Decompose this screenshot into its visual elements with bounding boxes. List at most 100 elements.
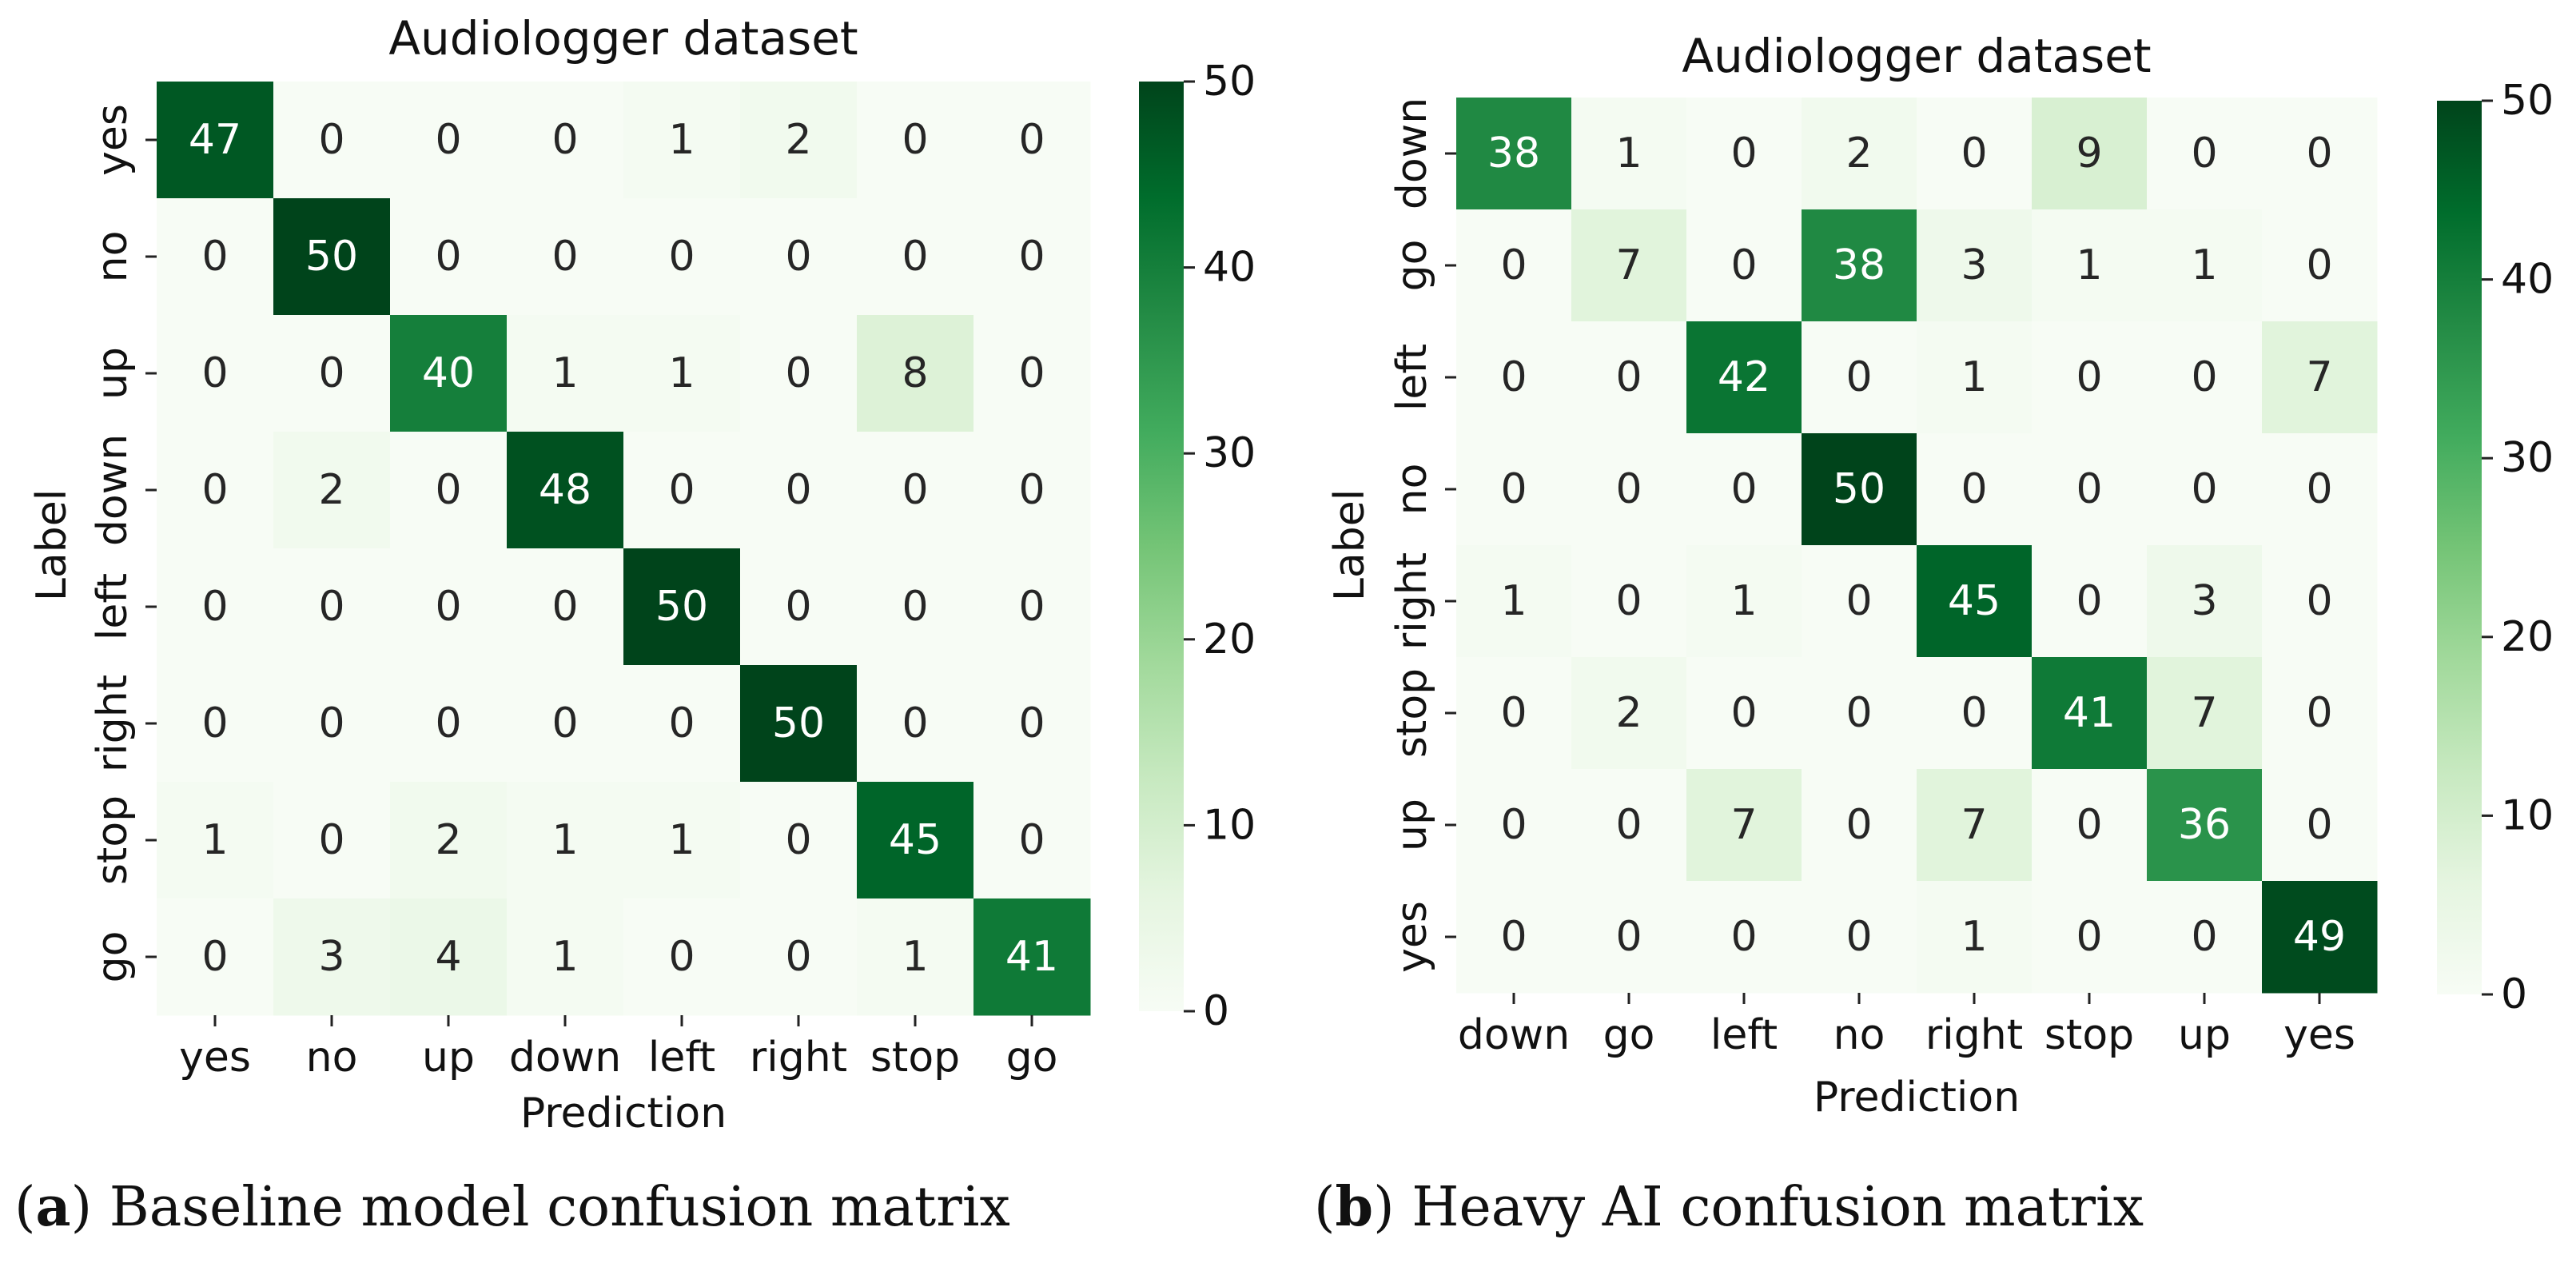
x-tick-label: yes xyxy=(179,1034,251,1082)
cell-value-label: 50 xyxy=(772,699,825,747)
cell-value-label: 2 xyxy=(435,816,461,864)
cell-value-label: 0 xyxy=(668,699,695,747)
heatmap-cell xyxy=(623,82,741,199)
heatmap-cell xyxy=(2032,545,2148,658)
cell-value-label: 0 xyxy=(902,699,928,747)
heatmap-cell xyxy=(507,82,624,199)
y-tick-labels: down go left no right stop up yes xyxy=(1388,98,1456,973)
cell-value-label: 7 xyxy=(2306,353,2332,401)
cell-value-label: 45 xyxy=(1948,577,2001,625)
heatmap-cell xyxy=(740,898,858,1016)
heatmap-cell xyxy=(273,432,391,549)
heatmap-cell xyxy=(1917,98,2033,210)
cell-value-label: 0 xyxy=(1018,699,1045,747)
cell-value-label: 0 xyxy=(1615,801,1642,849)
cell-value-label: 0 xyxy=(2076,913,2102,961)
heatmap-cell xyxy=(973,782,1091,899)
heatmap-cell xyxy=(1802,433,1917,546)
heatmap-cell xyxy=(273,548,391,666)
heatmap-cell xyxy=(1456,321,1572,434)
x-axis-label: Prediction xyxy=(520,1090,727,1138)
heatmap-cell xyxy=(1686,98,1802,210)
cell-value-label: 0 xyxy=(2191,129,2217,177)
y-axis-label: Label xyxy=(1326,489,1374,601)
x-tick-labels: yes no up down left right stop go xyxy=(179,1015,1057,1082)
x-tick-labels: down go left no right stop up yes xyxy=(1458,993,2355,1059)
cell-value-label: 1 xyxy=(551,816,578,864)
heatmap-cell xyxy=(2262,769,2378,882)
heatmap-cells: 47 0 0 0 1 2 0 00 50 0 0 0 0 0 00 0 40 1 1 0 8 00 2 0 48 0 0 0 00 0 0 0… xyxy=(157,82,1091,1016)
heatmap-cell xyxy=(1917,433,2033,546)
heatmap-cell xyxy=(740,665,858,783)
caption-b: (b) Heavy AI confusion matrix xyxy=(1314,1175,2144,1239)
colorbar xyxy=(1139,82,1184,1011)
heatmap-cell xyxy=(1917,657,2033,770)
cell-value-label: 1 xyxy=(1500,577,1527,625)
cell-value-label: 7 xyxy=(1615,241,1642,289)
cell-value-label: 1 xyxy=(551,349,578,397)
heatmap-cell xyxy=(857,198,974,316)
cell-value-label: 0 xyxy=(2306,577,2332,625)
cell-value-label: 1 xyxy=(201,816,228,864)
x-tick-label: down xyxy=(509,1034,621,1082)
heatmap-cells: 38 1 0 2 0 9 0 0 0 7 0 38 3 1 1 0 0 0 42 0 1 0 0 7 0 0 0 50 0 0 0 0 1 0 1 0… xyxy=(1456,98,2378,994)
confusion-matrix-a: Audiologger dataset 47 0 0 0 1 2 0 00 50 0 0 0 0 0 00 0… xyxy=(28,11,1256,1138)
cell-value-label: 7 xyxy=(1730,801,1757,849)
heatmap-cell xyxy=(2032,433,2148,546)
x-tick-label: no xyxy=(1833,1011,1885,1059)
cell-value-label: 1 xyxy=(2076,241,2102,289)
cell-value-label: 49 xyxy=(2293,913,2346,961)
heatmap-cell xyxy=(740,198,858,316)
y-tick-label: stop xyxy=(89,795,137,885)
cell-value-label: 0 xyxy=(668,933,695,981)
x-axis-label: Prediction xyxy=(1814,1074,2020,1122)
heatmap-cell xyxy=(390,82,508,199)
x-tick-label: up xyxy=(2178,1011,2231,1059)
y-tick-label: right xyxy=(89,675,137,772)
cell-value-label: 0 xyxy=(1961,689,1987,737)
cell-value-label: 0 xyxy=(2306,801,2332,849)
cell-value-label: 0 xyxy=(902,583,928,631)
heatmap-cell xyxy=(2147,433,2263,546)
y-tick-labels: yes no up down left right stop go xyxy=(89,104,157,982)
heatmap-cell xyxy=(390,315,508,432)
heatmap-cell xyxy=(390,898,508,1016)
cell-value-label: 0 xyxy=(668,466,695,514)
heatmap-cell xyxy=(1686,769,1802,882)
cell-value-label: 0 xyxy=(201,349,228,397)
heatmap-cell xyxy=(1917,769,2033,882)
cell-value-label: 47 xyxy=(189,116,241,164)
heatmap-cell xyxy=(1571,881,1687,994)
heatmap-cell xyxy=(1802,545,1917,658)
cell-value-label: 3 xyxy=(1961,241,1987,289)
heatmap-cell xyxy=(857,432,974,549)
heatmap-cell xyxy=(390,665,508,783)
heatmap-cell xyxy=(1571,209,1687,322)
colorbar-tick-label: 50 xyxy=(1203,58,1256,106)
heatmap-cell xyxy=(1917,881,2033,994)
cell-value-label: 1 xyxy=(668,349,695,397)
cell-value-label: 0 xyxy=(785,933,811,981)
heatmap-cell xyxy=(1571,321,1687,434)
cell-value-label: 7 xyxy=(1961,801,1987,849)
cell-value-label: 0 xyxy=(902,116,928,164)
y-tick-label: down xyxy=(1388,98,1436,209)
cell-value-label: 0 xyxy=(1730,241,1757,289)
cell-value-label: 0 xyxy=(1018,466,1045,514)
heatmap-cell xyxy=(1802,98,1917,210)
cell-value-label: 0 xyxy=(1018,816,1045,864)
cell-value-label: 1 xyxy=(1961,913,1987,961)
heatmap-cell xyxy=(1686,657,1802,770)
heatmap-cell xyxy=(157,315,274,432)
heatmap-cell xyxy=(1571,769,1687,882)
cell-value-label: 0 xyxy=(1615,353,1642,401)
colorbar-tick-label: 40 xyxy=(2501,256,2554,304)
cell-value-label: 0 xyxy=(201,466,228,514)
cell-value-label: 50 xyxy=(1833,465,1885,513)
heatmap-cell xyxy=(1456,209,1572,322)
cell-value-label: 0 xyxy=(1845,577,1872,625)
heatmap-cell xyxy=(857,82,974,199)
heatmap-cell xyxy=(623,665,741,783)
heatmap-cell xyxy=(1571,657,1687,770)
